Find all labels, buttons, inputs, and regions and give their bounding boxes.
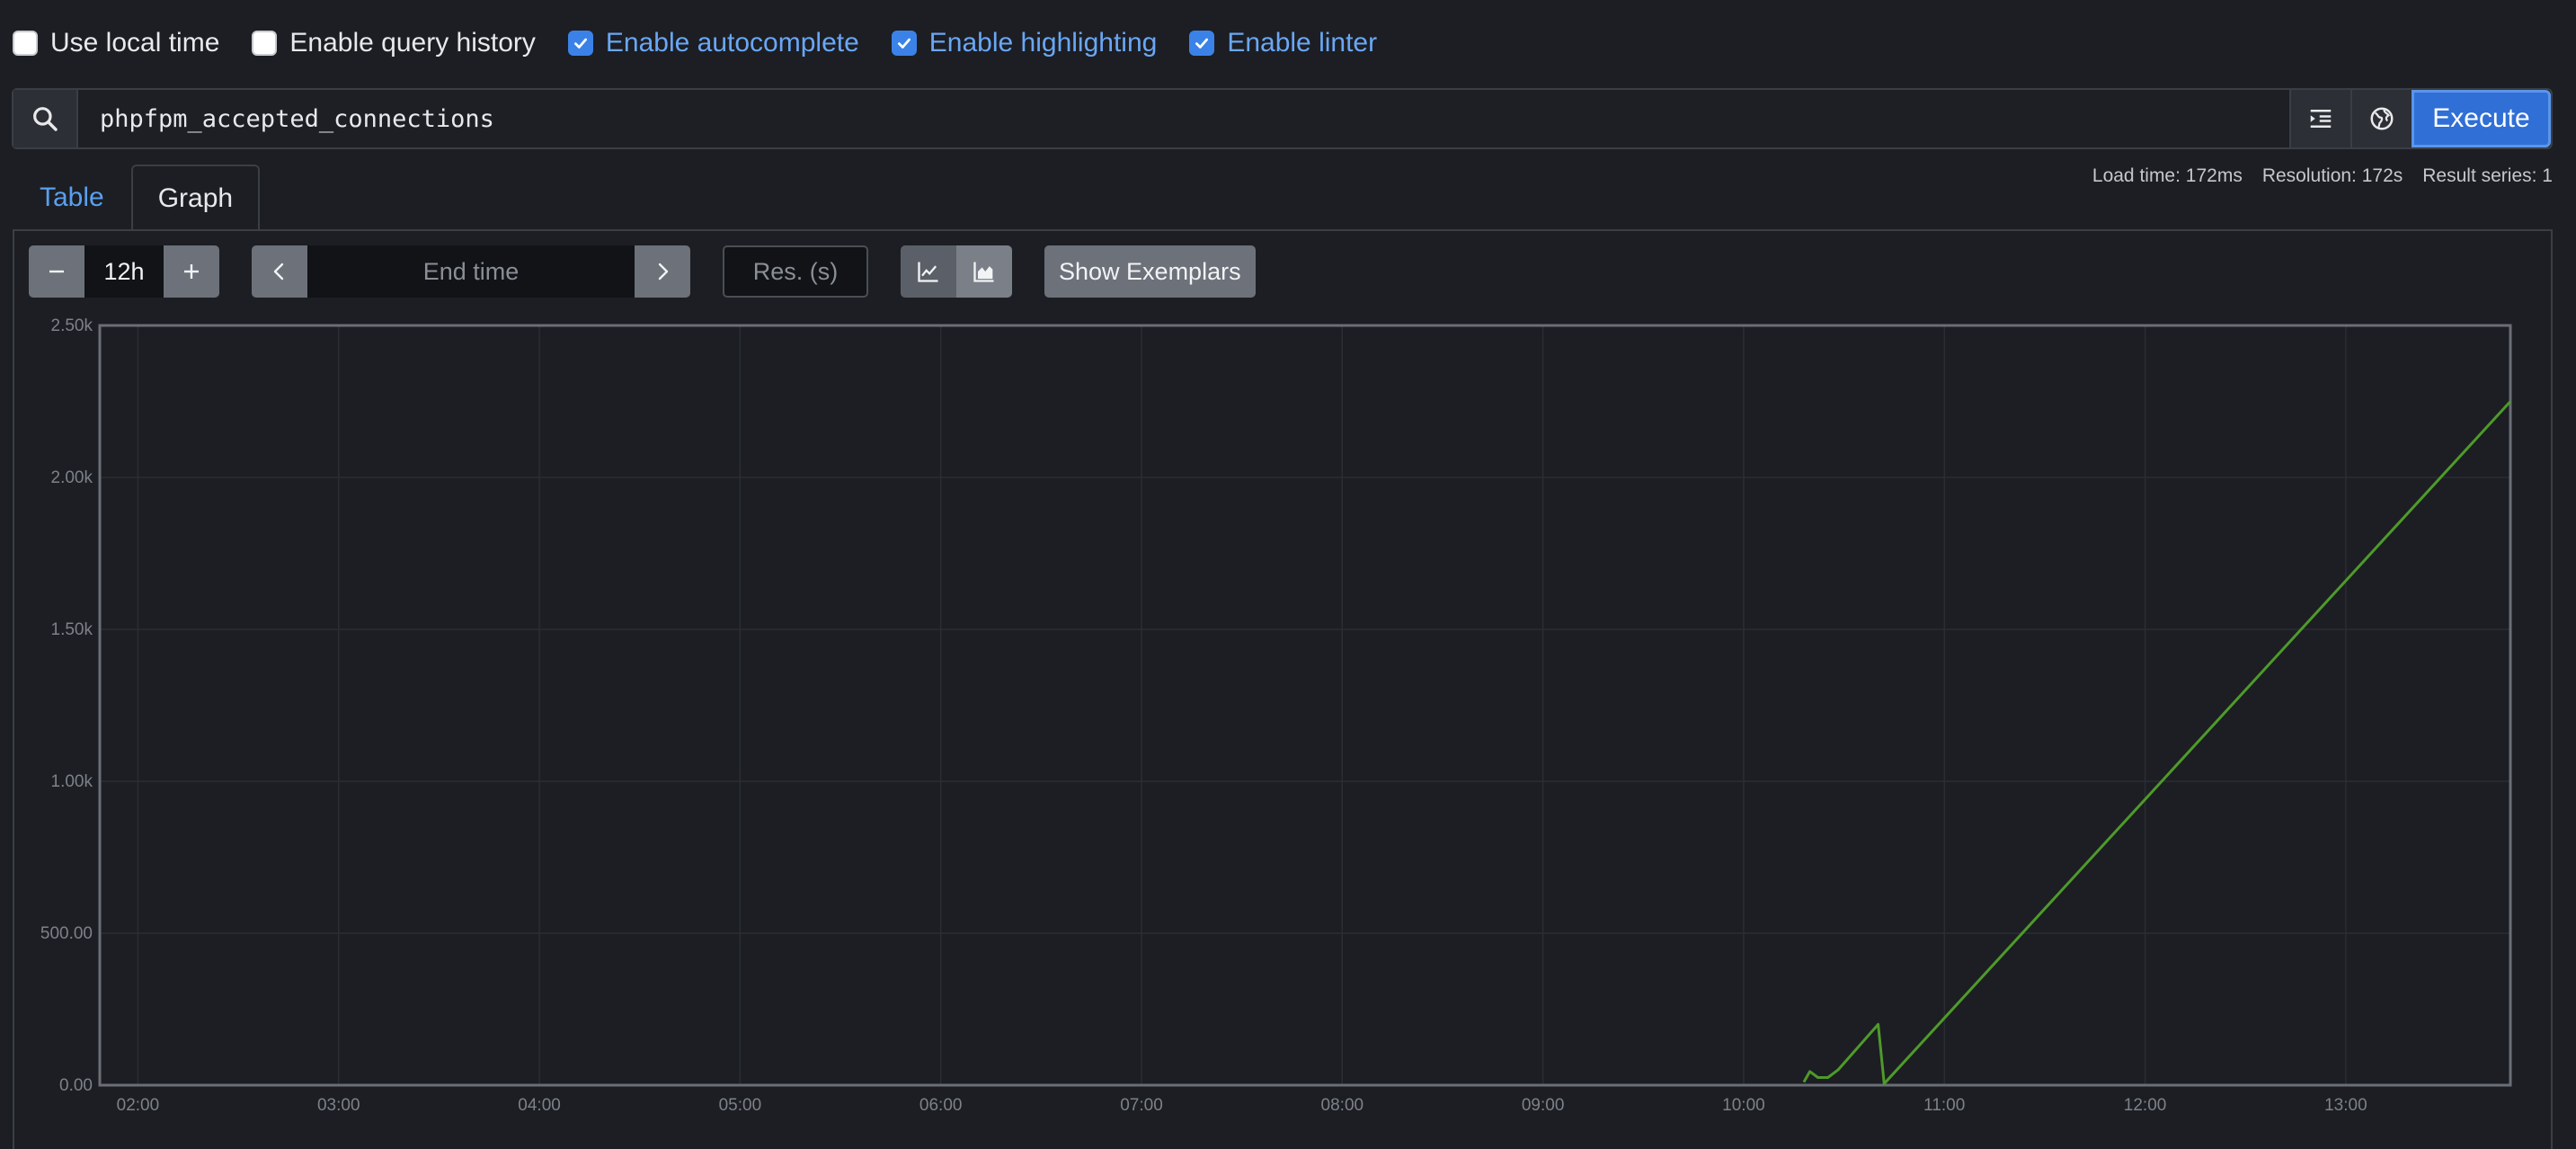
y-tick-label: 2.50k — [51, 316, 93, 335]
stacked-chart-button[interactable] — [956, 245, 1012, 298]
checkmark-icon — [1195, 38, 1209, 49]
option-enable-autocomplete[interactable]: Enable autocomplete — [567, 28, 859, 58]
graph-panel — [13, 231, 2553, 1149]
y-tick-label: 1.00k — [51, 772, 93, 791]
result-series: Result series: 1 — [2422, 165, 2553, 186]
checkbox[interactable] — [13, 31, 38, 56]
chevron-right-icon — [658, 263, 669, 281]
option-label: Enable linter — [1227, 28, 1378, 58]
option-enable-highlighting[interactable]: Enable highlighting — [891, 28, 1158, 58]
range-input[interactable]: 12h — [84, 245, 164, 298]
option-label: Use local time — [50, 28, 220, 58]
next-time-button[interactable] — [635, 245, 690, 298]
line-chart-icon — [918, 262, 938, 282]
query-stats: Load time: 172ms Resolution: 172s Result… — [2092, 165, 2553, 187]
option-use-local-time[interactable]: Use local time — [13, 28, 219, 58]
end-time-group: End time — [252, 245, 690, 298]
show-exemplars-button[interactable]: Show Exemplars — [1044, 245, 1256, 298]
y-tick-label: 0.00 — [59, 1076, 93, 1095]
globe-icon — [2370, 107, 2394, 130]
x-tick-label: 04:00 — [518, 1096, 561, 1115]
decrease-range-button[interactable] — [29, 245, 84, 298]
plus-icon — [184, 264, 199, 279]
graph-controls: 12h End time Res. (s) — [29, 245, 1256, 298]
chart-type-toggle — [901, 245, 1012, 298]
query-options: Use local time Enable query history Enab… — [13, 25, 1409, 61]
checkbox-checked[interactable] — [567, 31, 593, 56]
x-tick-label: 08:00 — [1321, 1096, 1364, 1115]
minus-icon — [49, 270, 64, 273]
x-tick-label: 06:00 — [919, 1096, 963, 1115]
checkmark-icon — [573, 38, 587, 49]
tab-divider — [13, 229, 2553, 231]
x-tick-label: 13:00 — [2324, 1096, 2367, 1115]
line-chart-button[interactable] — [901, 245, 956, 298]
plot-area — [100, 325, 2510, 1085]
resolution-stat: Resolution: 172s — [2261, 165, 2403, 186]
tab-graph[interactable]: Graph — [130, 165, 261, 231]
x-tick-label: 07:00 — [1120, 1096, 1163, 1115]
option-enable-linter[interactable]: Enable linter — [1189, 28, 1377, 58]
end-time-input[interactable]: End time — [307, 245, 635, 298]
x-tick-label: 03:00 — [317, 1096, 360, 1115]
load-time: Load time: 172ms — [2092, 165, 2243, 186]
x-tick-label: 05:00 — [719, 1096, 762, 1115]
format-expression-button[interactable] — [2289, 90, 2350, 147]
checkbox-checked[interactable] — [1189, 31, 1215, 56]
option-label: Enable highlighting — [928, 28, 1158, 58]
x-tick-label: 10:00 — [1722, 1096, 1765, 1115]
tab-table[interactable]: Table — [40, 183, 104, 212]
increase-range-button[interactable] — [164, 245, 219, 298]
y-tick-label: 2.00k — [51, 468, 93, 487]
option-label: Enable autocomplete — [605, 28, 859, 58]
y-tick-label: 1.50k — [51, 620, 93, 639]
x-tick-label: 11:00 — [1923, 1096, 1965, 1115]
checkbox[interactable] — [252, 31, 278, 56]
previous-time-button[interactable] — [252, 245, 307, 298]
checkmark-icon — [897, 38, 910, 49]
series-line — [1802, 400, 2512, 1085]
result-tabs: Table Graph — [13, 165, 261, 231]
chevron-left-icon — [273, 263, 284, 281]
resolution-input[interactable]: Res. (s) — [723, 245, 868, 298]
query-bar: phpfpm_accepted_connections Execute — [12, 88, 2553, 149]
range-input-group: 12h — [29, 245, 219, 298]
checkbox-checked[interactable] — [891, 31, 917, 56]
execute-button[interactable]: Execute — [2412, 90, 2551, 147]
x-tick-label: 12:00 — [2124, 1096, 2167, 1115]
y-tick-label: 500.00 — [40, 924, 93, 943]
area-chart-icon — [973, 262, 994, 282]
x-tick-label: 09:00 — [1522, 1096, 1565, 1115]
search-icon — [33, 107, 58, 131]
search-icon-box — [13, 90, 78, 147]
metrics-explorer-button[interactable] — [2350, 90, 2412, 147]
x-tick-label: 02:00 — [117, 1096, 160, 1115]
indent-icon — [2310, 110, 2332, 128]
expression-input[interactable]: phpfpm_accepted_connections — [78, 90, 2289, 147]
option-enable-query-history[interactable]: Enable query history — [252, 28, 536, 58]
option-label: Enable query history — [289, 28, 536, 58]
plot-border — [98, 324, 2512, 1087]
